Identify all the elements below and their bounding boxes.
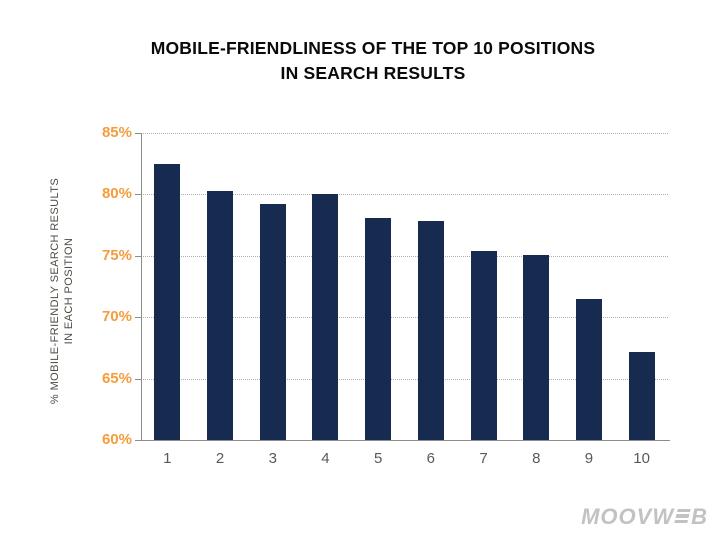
- y-tick-mark: [135, 317, 141, 319]
- x-tick-label: 8: [532, 450, 541, 467]
- bar: [207, 190, 234, 440]
- x-tick-label: 2: [215, 450, 225, 467]
- gridline: [141, 133, 668, 134]
- x-tick-label: 5: [373, 450, 383, 467]
- y-tick-mark: [135, 194, 141, 196]
- y-axis-title-line-1: % MOBILE-FRIENDLY SEARCH RESULTS: [49, 177, 61, 405]
- y-axis-title-line-2: IN EACH POSITION: [63, 237, 75, 345]
- gridline: [141, 317, 668, 319]
- logo-text-suffix: B: [691, 504, 708, 529]
- x-tick-label: 9: [584, 450, 594, 467]
- y-axis-title: % MOBILE-FRIENDLY SEARCH RESULTS IN EACH…: [48, 131, 78, 451]
- chart-title: MOBILE-FRIENDLINESS OF THE TOP 10 POSITI…: [26, 36, 720, 86]
- y-axis-line: [141, 133, 142, 440]
- logo-stylized-e-icon: [674, 509, 691, 523]
- y-tick-label: 65%: [101, 369, 132, 387]
- bar: [523, 254, 550, 440]
- x-axis-line: [135, 440, 670, 441]
- bar: [417, 221, 444, 440]
- y-tick-mark: [135, 378, 141, 380]
- bar: [470, 250, 497, 440]
- y-tick-label: 70%: [101, 308, 132, 326]
- bar: [154, 163, 181, 440]
- logo-text-prefix: MOOVW: [581, 504, 675, 529]
- chart-title-line-2: IN SEARCH RESULTS: [280, 63, 466, 83]
- x-tick-label: 4: [321, 450, 330, 467]
- y-tick-label: 60%: [101, 431, 132, 448]
- moovweb-logo: MOOVW B: [581, 504, 708, 530]
- x-tick-label: 7: [479, 450, 488, 467]
- y-tick-mark: [135, 255, 141, 257]
- y-tick-mark: [135, 133, 141, 134]
- bar: [628, 351, 655, 440]
- x-tick-label: 6: [426, 450, 436, 467]
- y-tick-label: 75%: [101, 246, 132, 264]
- x-tick-label: 1: [163, 450, 172, 467]
- bar: [259, 204, 286, 440]
- y-tick-label: 85%: [101, 124, 132, 141]
- gridline: [141, 194, 668, 196]
- x-tick-label: 10: [633, 450, 650, 467]
- bar: [365, 217, 392, 440]
- x-tick-label: 3: [268, 450, 277, 467]
- bar: [575, 298, 602, 440]
- gridline: [141, 378, 668, 380]
- bar: [312, 194, 339, 440]
- chart-title-line-1: MOBILE-FRIENDLINESS OF THE TOP 10 POSITI…: [150, 38, 596, 58]
- y-tick-label: 80%: [101, 185, 132, 203]
- gridline: [141, 255, 668, 257]
